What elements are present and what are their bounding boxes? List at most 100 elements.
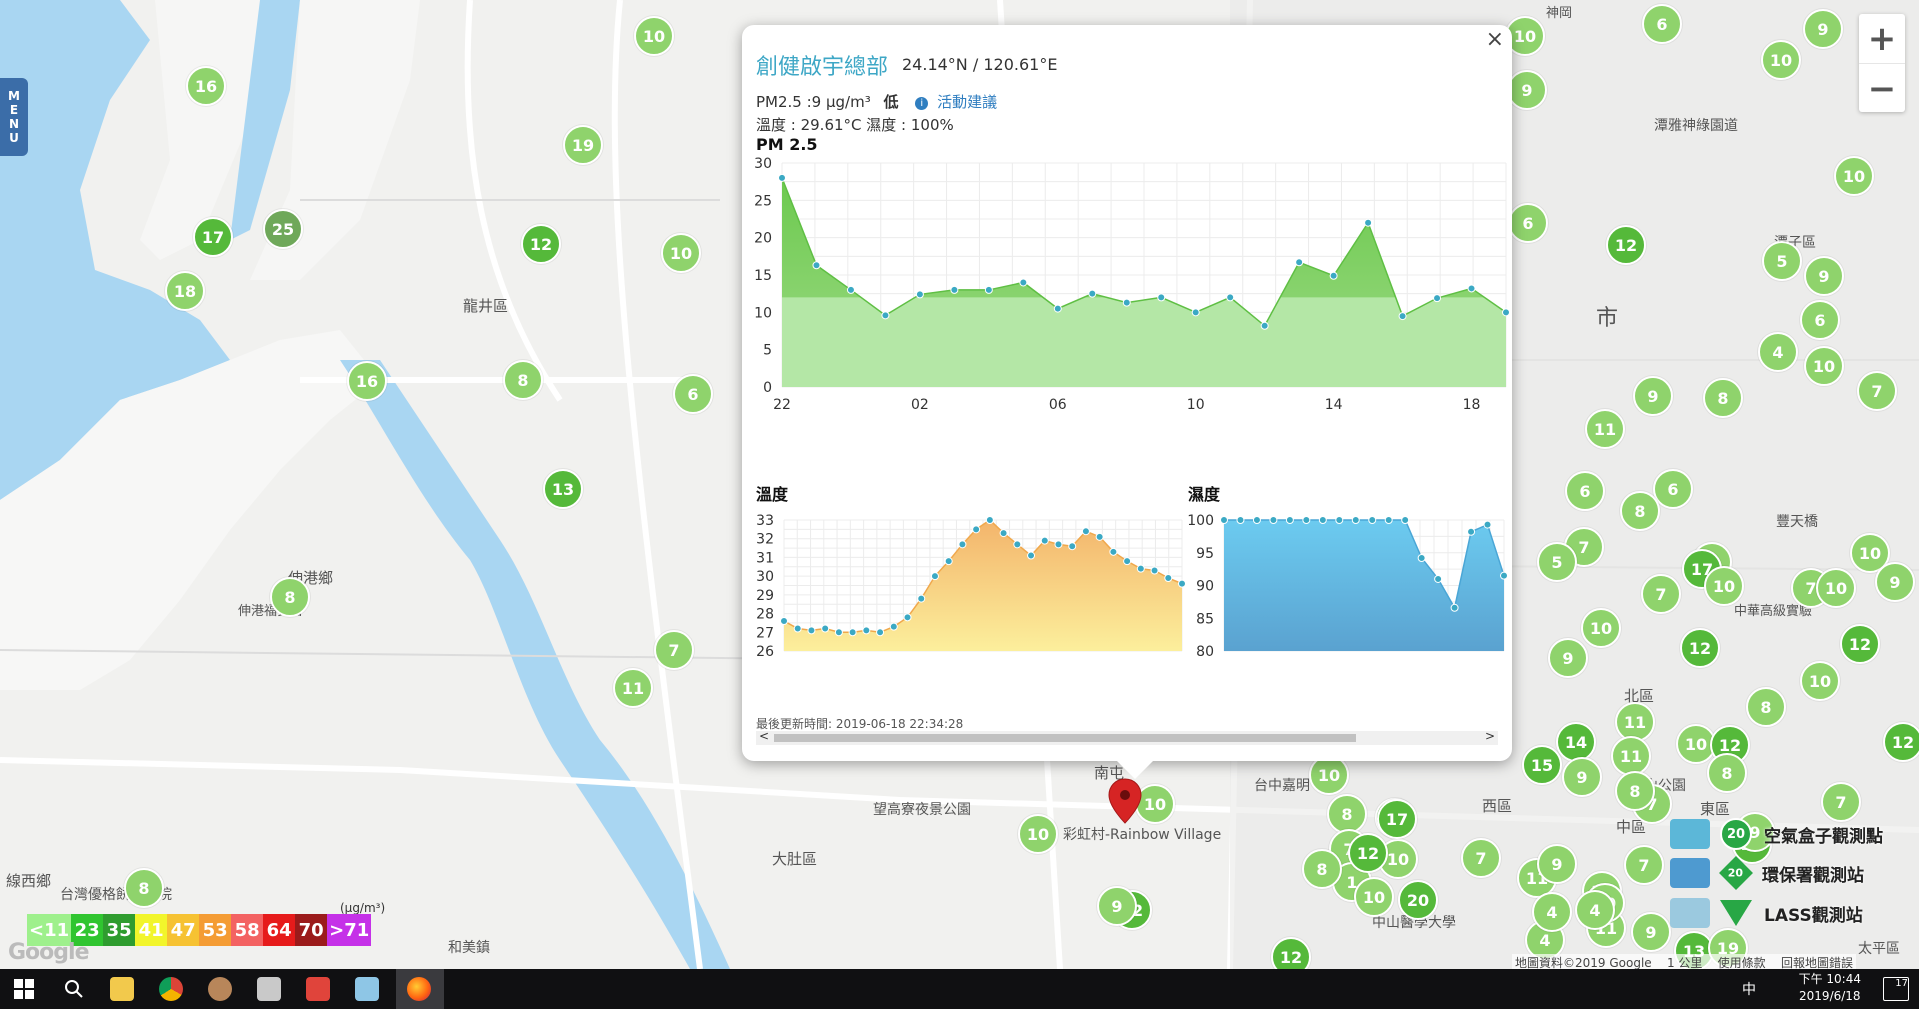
notification-icon[interactable]: 17 [1883,977,1909,1001]
pm-station-marker[interactable]: 6 [1653,469,1693,509]
ime-indicator[interactable]: 中 [1742,982,1756,998]
pm-station-marker[interactable]: 7 [1821,782,1861,822]
pm-station-marker[interactable]: 9 [1804,256,1844,296]
report-error-link[interactable]: 回報地圖錯誤 [1780,956,1853,970]
pm-station-marker[interactable]: 10 [1834,156,1874,196]
pm-station-marker[interactable]: 12 [1840,624,1880,664]
pm-station-marker[interactable]: 17 [1377,799,1417,839]
pm-station-marker[interactable]: 11 [613,668,653,708]
pm-station-marker[interactable]: 12 [1606,225,1646,265]
station-name[interactable]: 創健啟宇總部 [756,55,889,80]
pm-station-marker[interactable]: 14 [1556,722,1596,762]
pm-station-marker[interactable]: 25 [263,209,303,249]
pm-station-marker[interactable]: 9 [1631,912,1671,952]
chrome-icon[interactable] [159,977,183,1001]
horizontal-scrollbar[interactable]: < > [756,729,1498,745]
pm-station-marker[interactable]: 10 [1018,814,1058,854]
pm-station-marker[interactable]: 8 [1746,687,1786,727]
airbox-layer-toggle[interactable]: 空氣盒子觀測點 [1764,826,1883,847]
pm-station-marker[interactable]: 7 [654,630,694,670]
epa-layer-toggle[interactable]: 環保署觀測站 [1762,865,1864,886]
pm-station-marker[interactable]: 11 [1615,702,1655,742]
pm-station-marker[interactable]: 9 [1537,844,1577,884]
pm-station-marker[interactable]: 10 [1804,346,1844,386]
pm-station-marker[interactable]: 10 [1704,566,1744,606]
pm-station-marker[interactable]: 11 [1611,736,1651,776]
scroll-right-icon[interactable]: > [1484,729,1495,743]
pm-station-marker[interactable]: 6 [1508,203,1548,243]
scroll-left-icon[interactable]: < [759,729,770,743]
pm-station-marker[interactable]: 5 [1537,542,1577,582]
pm-station-marker[interactable]: 4 [1758,332,1798,372]
pm-station-marker[interactable]: 10 [1354,877,1394,917]
zoom-out-button[interactable]: − [1859,63,1905,113]
pm-station-marker[interactable]: 8 [124,868,164,908]
pm-station-marker[interactable]: 10 [1309,755,1349,795]
location-pin-icon[interactable] [1107,777,1143,827]
pm-station-marker[interactable]: 12 [521,224,561,264]
pm-station-marker[interactable]: 12 [1348,833,1388,873]
pm-station-marker[interactable]: 19 [563,125,603,165]
pm-station-marker[interactable]: 6 [1642,4,1682,44]
pm-station-marker[interactable]: 7 [1624,845,1664,885]
pm-station-marker[interactable]: 8 [1703,378,1743,418]
app-icon[interactable] [306,977,330,1001]
windows-start-icon[interactable] [14,979,34,999]
clock[interactable]: 下午 10:44 2019/6/18 [1799,971,1861,1005]
pm-station-marker[interactable]: 13 [543,469,583,509]
pm-station-marker[interactable]: 9 [1507,70,1547,110]
pm-station-marker[interactable]: 4 [1575,890,1615,930]
pm-station-marker[interactable]: 15 [1522,745,1562,785]
pm-station-marker[interactable]: 8 [1620,491,1660,531]
pm-station-marker[interactable]: 17 [193,217,233,257]
pm-station-marker[interactable]: 6 [1565,471,1605,511]
pm-station-marker[interactable]: 18 [165,271,205,311]
zoom-in-button[interactable]: + [1867,18,1897,59]
pm-station-marker[interactable]: 8 [1302,849,1342,889]
pm-station-marker[interactable]: 10 [1800,661,1840,701]
pm-station-marker[interactable]: 8 [503,360,543,400]
pm-station-marker[interactable]: 9 [1803,9,1843,49]
pm-station-marker[interactable]: 20 [1398,880,1438,920]
app-icon[interactable] [355,977,379,1001]
pm-station-marker[interactable]: 16 [347,361,387,401]
pm-station-marker[interactable]: 16 [186,66,226,106]
pm-station-marker[interactable]: 7 [1857,371,1897,411]
pm-station-marker[interactable]: 9 [1562,757,1602,797]
search-icon[interactable] [62,977,86,1001]
pm-station-marker[interactable]: 12 [1883,722,1919,762]
pm-station-marker[interactable]: 8 [270,577,310,617]
pm-station-marker[interactable]: 12 [1271,937,1311,969]
pm-station-marker[interactable]: 9 [1097,886,1137,926]
pm-station-marker[interactable]: 11 [1585,409,1625,449]
menu-button[interactable]: M E N U [0,78,28,156]
terms-link[interactable]: 使用條款 [1717,956,1766,970]
pm-station-marker[interactable]: 6 [1800,300,1840,340]
pm-station-marker[interactable]: 4 [1532,892,1572,932]
pm-station-marker[interactable]: 7 [1461,838,1501,878]
scrollbar-thumb[interactable] [774,734,1356,742]
pm-station-marker[interactable]: 9 [1633,376,1673,416]
firefox-icon[interactable] [407,977,431,1001]
pm-station-marker[interactable]: 9 [1548,638,1588,678]
pm-station-marker[interactable]: 10 [1581,608,1621,648]
app-icon[interactable] [257,977,281,1001]
pm-station-marker[interactable]: 6 [673,374,713,414]
pm-station-marker[interactable]: 8 [1327,794,1367,834]
app-icon[interactable] [208,977,232,1001]
pm-station-marker[interactable]: 10 [1676,724,1716,764]
pm-station-marker[interactable]: 8 [1707,753,1747,793]
pm-station-marker[interactable]: 10 [1816,568,1856,608]
pm-station-marker[interactable]: 8 [1615,771,1655,811]
close-icon[interactable]: × [1485,27,1504,52]
lass-layer-toggle[interactable]: LASS觀測站 [1764,905,1863,926]
pm-station-marker[interactable]: 9 [1875,562,1915,602]
pm-station-marker[interactable]: 10 [1761,40,1801,80]
pm-station-marker[interactable]: 7 [1641,574,1681,614]
file-explorer-icon[interactable] [110,977,134,1001]
pm-station-marker[interactable]: 10 [661,233,701,273]
pm-station-marker[interactable]: 5 [1762,241,1802,281]
activity-advice-link[interactable]: 活動建議 [937,93,998,111]
pm-station-marker[interactable]: 10 [634,16,674,56]
pm-station-marker[interactable]: 12 [1680,628,1720,668]
